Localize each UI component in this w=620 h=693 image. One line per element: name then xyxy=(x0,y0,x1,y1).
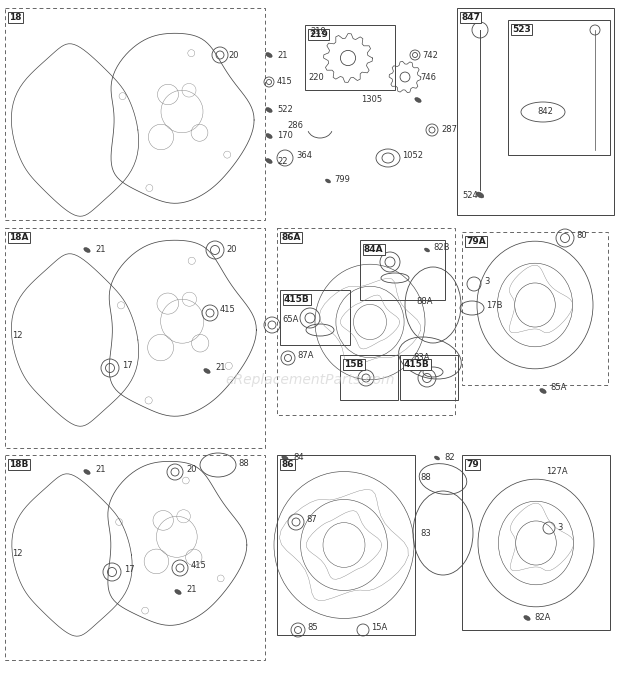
Bar xyxy=(457,8,614,215)
Ellipse shape xyxy=(84,247,90,252)
Bar xyxy=(462,232,608,385)
Bar xyxy=(5,228,265,448)
Text: 415: 415 xyxy=(220,306,236,315)
Text: 17B: 17B xyxy=(486,301,502,310)
Text: 88A: 88A xyxy=(416,297,433,306)
Text: 746: 746 xyxy=(420,73,436,82)
Ellipse shape xyxy=(425,248,430,252)
Text: 87A: 87A xyxy=(297,351,314,360)
Text: 87: 87 xyxy=(306,516,317,525)
Text: 84: 84 xyxy=(293,453,304,462)
Ellipse shape xyxy=(282,455,288,460)
Bar xyxy=(360,240,445,300)
Text: 21: 21 xyxy=(215,364,226,373)
Text: eReplacementParts.com: eReplacementParts.com xyxy=(225,373,395,387)
Text: 86A: 86A xyxy=(281,233,301,242)
Text: 80: 80 xyxy=(576,231,587,240)
Text: 82B: 82B xyxy=(433,243,450,252)
Text: 12: 12 xyxy=(12,548,22,557)
Text: 1305: 1305 xyxy=(361,96,382,105)
Ellipse shape xyxy=(266,134,272,139)
Text: 20: 20 xyxy=(226,245,236,254)
Ellipse shape xyxy=(266,107,272,112)
Text: 286: 286 xyxy=(287,121,303,130)
Text: 65A: 65A xyxy=(282,315,298,324)
Text: 88: 88 xyxy=(420,473,431,482)
Text: 83A: 83A xyxy=(413,353,430,362)
Ellipse shape xyxy=(540,389,546,394)
Text: 88: 88 xyxy=(238,459,249,468)
Text: 22: 22 xyxy=(277,157,288,166)
Text: 18B: 18B xyxy=(9,460,29,469)
Text: 3: 3 xyxy=(557,523,562,532)
Text: 415: 415 xyxy=(191,561,206,570)
Text: 82: 82 xyxy=(444,453,454,462)
Bar xyxy=(508,20,610,155)
Text: 15B: 15B xyxy=(344,360,363,369)
Ellipse shape xyxy=(266,159,272,164)
Text: 79: 79 xyxy=(466,460,479,469)
Text: 842: 842 xyxy=(537,107,553,116)
Text: 522: 522 xyxy=(277,105,293,114)
Bar xyxy=(462,455,610,630)
Text: 415: 415 xyxy=(277,78,293,87)
Text: 18: 18 xyxy=(9,13,22,22)
Text: 15A: 15A xyxy=(371,624,388,633)
Ellipse shape xyxy=(524,615,530,620)
Text: 21: 21 xyxy=(95,245,105,254)
Bar xyxy=(340,355,398,400)
Ellipse shape xyxy=(175,590,181,595)
Text: 3: 3 xyxy=(484,277,489,286)
Bar xyxy=(400,355,458,400)
Text: 21: 21 xyxy=(186,586,197,595)
Text: 20: 20 xyxy=(186,466,197,475)
Text: 12: 12 xyxy=(12,331,22,340)
Bar xyxy=(305,25,395,90)
Text: 847: 847 xyxy=(461,13,480,22)
Text: 364: 364 xyxy=(296,150,312,159)
Text: 21: 21 xyxy=(95,466,105,475)
Text: 219: 219 xyxy=(310,28,326,37)
Text: 86: 86 xyxy=(281,460,293,469)
Text: 415B: 415B xyxy=(404,360,430,369)
Text: 17: 17 xyxy=(122,360,133,369)
Text: 85A: 85A xyxy=(550,383,567,392)
Text: 287: 287 xyxy=(441,125,457,134)
Ellipse shape xyxy=(204,369,210,374)
Text: 170: 170 xyxy=(277,132,293,141)
Text: 742: 742 xyxy=(422,51,438,60)
Text: 523: 523 xyxy=(512,25,531,34)
Text: 127A: 127A xyxy=(546,468,568,477)
Text: 85: 85 xyxy=(307,624,317,633)
Ellipse shape xyxy=(476,192,484,198)
Text: 415B: 415B xyxy=(284,295,310,304)
Text: 84A: 84A xyxy=(364,245,384,254)
Bar xyxy=(5,455,265,660)
Text: 220: 220 xyxy=(308,73,324,82)
Ellipse shape xyxy=(326,179,330,183)
Text: 21: 21 xyxy=(277,51,288,60)
Bar xyxy=(277,455,415,635)
Text: 219: 219 xyxy=(309,30,328,39)
Bar xyxy=(280,290,350,345)
Text: 79A: 79A xyxy=(466,237,485,246)
Text: 799: 799 xyxy=(334,175,350,184)
Ellipse shape xyxy=(435,456,440,460)
Text: 1052: 1052 xyxy=(402,150,423,159)
Text: 18A: 18A xyxy=(9,233,29,242)
Ellipse shape xyxy=(266,53,272,58)
Bar xyxy=(5,8,265,220)
Text: 82A: 82A xyxy=(534,613,551,622)
Bar xyxy=(277,228,455,415)
Text: 83: 83 xyxy=(420,529,431,538)
Text: 17: 17 xyxy=(124,565,135,574)
Ellipse shape xyxy=(84,470,90,475)
Text: 524: 524 xyxy=(462,191,478,200)
Ellipse shape xyxy=(415,98,421,103)
Text: 20: 20 xyxy=(228,51,239,60)
